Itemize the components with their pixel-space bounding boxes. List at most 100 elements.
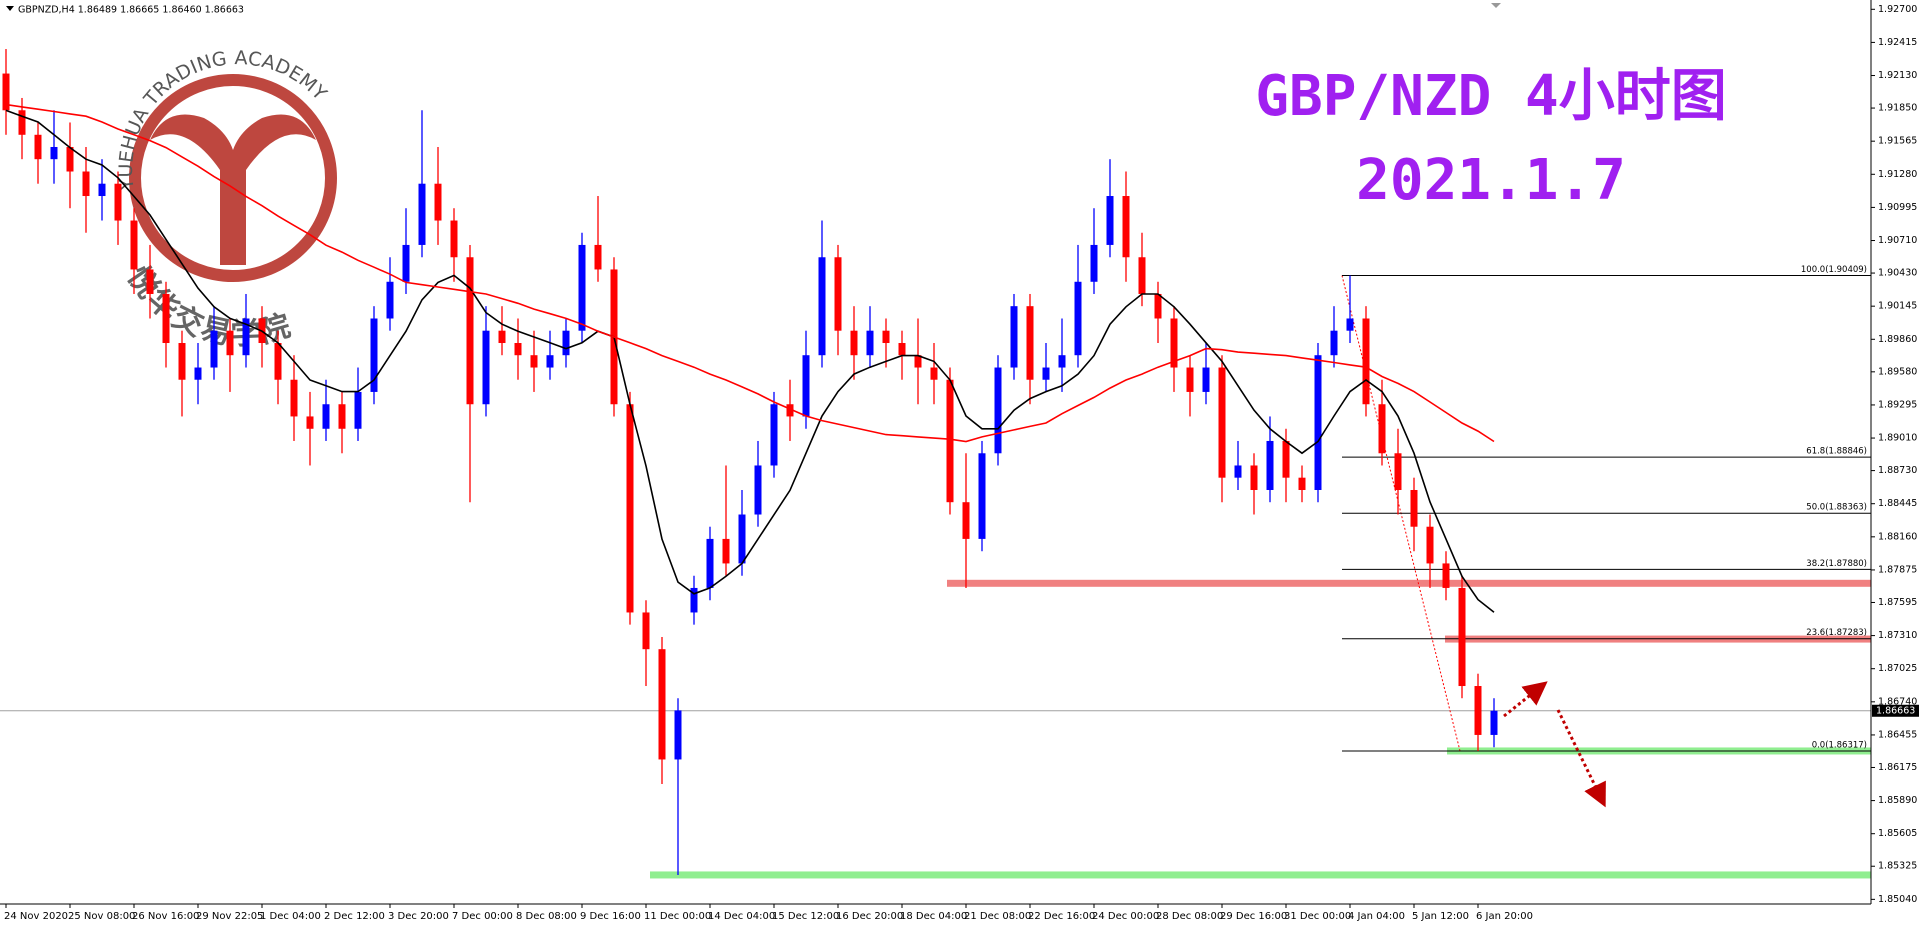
candle-body: [1202, 367, 1210, 392]
x-tick-label: 14 Dec 04:00: [708, 911, 775, 922]
candle-body: [98, 183, 106, 197]
candle-body: [466, 257, 474, 405]
candle-body: [1378, 404, 1386, 454]
x-tick-label: 16 Dec 20:00: [836, 911, 903, 922]
candle-body: [578, 244, 586, 331]
candle-body: [1186, 367, 1194, 392]
candle-body: [994, 367, 1002, 454]
y-tick-label: 1.89580: [1878, 366, 1917, 377]
candle-body: [834, 257, 842, 331]
x-tick-label: 1 Dec 04:00: [260, 911, 321, 922]
candle-body: [546, 355, 554, 368]
y-tick-label: 1.90995: [1878, 202, 1917, 213]
candle-body: [162, 293, 170, 344]
candle-body: [1074, 281, 1082, 356]
candle-body: [1298, 477, 1306, 490]
candle-body: [802, 355, 810, 417]
x-tick-label: 18 Dec 04:00: [900, 911, 967, 922]
x-tick-label: 24 Dec 00:00: [1092, 911, 1159, 922]
candle-body: [194, 367, 202, 380]
candle-body: [882, 330, 890, 344]
x-tick-label: 4 Jan 04:00: [1348, 911, 1405, 922]
logo-ring: [129, 74, 337, 282]
symbol-info: GBPNZD,H4 1.86489 1.86665 1.86460 1.8666…: [18, 5, 244, 16]
y-tick-label: 1.90430: [1878, 268, 1917, 279]
y-tick-label: 1.92415: [1878, 37, 1917, 48]
candle-body: [1170, 318, 1178, 368]
candle-body: [946, 379, 954, 503]
y-tick-label: 1.88445: [1878, 498, 1917, 509]
y-tick-label: 1.85605: [1878, 828, 1917, 839]
y-tick-label: 1.87025: [1878, 663, 1917, 674]
candle-body: [34, 134, 42, 160]
x-tick-label: 11 Dec 00:00: [644, 911, 711, 922]
fib-label: 23.6(1.87283): [1806, 628, 1867, 638]
x-tick-label: 7 Dec 00:00: [452, 911, 513, 922]
candle-body: [242, 318, 250, 356]
y-tick-label: 1.85325: [1878, 861, 1917, 872]
y-tick-label: 1.92130: [1878, 70, 1917, 81]
up-arrow: [1503, 681, 1548, 718]
candle-body: [754, 465, 762, 515]
candle-body: [1250, 465, 1258, 490]
candle-body: [402, 244, 410, 282]
candle-body: [498, 330, 506, 344]
candle-body: [770, 404, 778, 466]
candle-body: [18, 110, 26, 135]
candle-body: [562, 330, 570, 356]
candle-body: [850, 330, 858, 356]
x-tick-label: 5 Jan 12:00: [1412, 911, 1469, 922]
candle-body: [306, 416, 314, 429]
candle-body: [1282, 440, 1290, 478]
candle-body: [1234, 465, 1242, 478]
candle-body: [1218, 367, 1226, 478]
y-tick-label: 1.90710: [1878, 235, 1917, 246]
y-tick-label: 1.87595: [1878, 597, 1917, 608]
logo-mark: [150, 114, 316, 266]
candle-body: [482, 330, 490, 405]
x-tick-label: 31 Dec 00:00: [1284, 911, 1351, 922]
candle-body: [1490, 710, 1498, 735]
candle-body: [786, 404, 794, 417]
plot-layer: 100.0(1.90409) 61.8(1.88846) 50.0(1.88363)…: [0, 49, 1871, 879]
candle-body: [930, 367, 938, 380]
candle-body: [914, 355, 922, 368]
fib-label: 61.8(1.88846): [1806, 447, 1867, 457]
candle-body: [338, 404, 346, 429]
y-tick-label: 1.89860: [1878, 334, 1917, 345]
y-tick-label: 1.91850: [1878, 103, 1917, 114]
y-tick-label: 1.90145: [1878, 301, 1917, 312]
y-tick-label: 1.87310: [1878, 630, 1917, 641]
y-tick-label: 1.86455: [1878, 729, 1917, 740]
candle-body: [370, 318, 378, 392]
candle-body: [658, 649, 666, 760]
moving-average: [5, 103, 1495, 443]
candle-body: [1010, 306, 1018, 368]
candle-body: [1042, 367, 1050, 380]
candle-body: [450, 220, 458, 258]
candle-body: [1058, 355, 1066, 368]
y-tick-label: 1.86740: [1878, 696, 1917, 707]
candle-body: [1426, 526, 1434, 564]
candle-body: [1090, 244, 1098, 282]
candle-body: [146, 269, 154, 294]
current-price-label: 1.86663: [1876, 705, 1915, 716]
x-tick-label: 28 Dec 08:00: [1156, 911, 1223, 922]
candle-body: [722, 538, 730, 564]
zone: [947, 579, 1871, 587]
candle-body: [1474, 686, 1482, 735]
candle-body: [514, 343, 522, 356]
chart-title: GBP/NZD 4小时图: [1255, 64, 1726, 129]
y-tick-label: 1.88730: [1878, 465, 1917, 476]
down-arrow: [1556, 709, 1606, 808]
candle-body: [738, 514, 746, 564]
x-tick-label: 21 Dec 08:00: [964, 911, 1031, 922]
x-tick-label: 9 Dec 16:00: [580, 911, 641, 922]
x-tick-label: 2 Dec 12:00: [324, 911, 385, 922]
candle-body: [2, 73, 10, 111]
chart-subtitle: 2021.1.7: [1356, 148, 1626, 213]
candle-body: [386, 281, 394, 319]
